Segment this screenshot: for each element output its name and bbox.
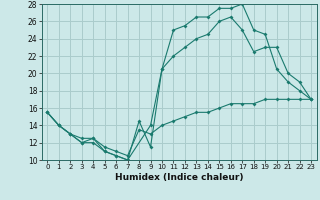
X-axis label: Humidex (Indice chaleur): Humidex (Indice chaleur): [115, 173, 244, 182]
